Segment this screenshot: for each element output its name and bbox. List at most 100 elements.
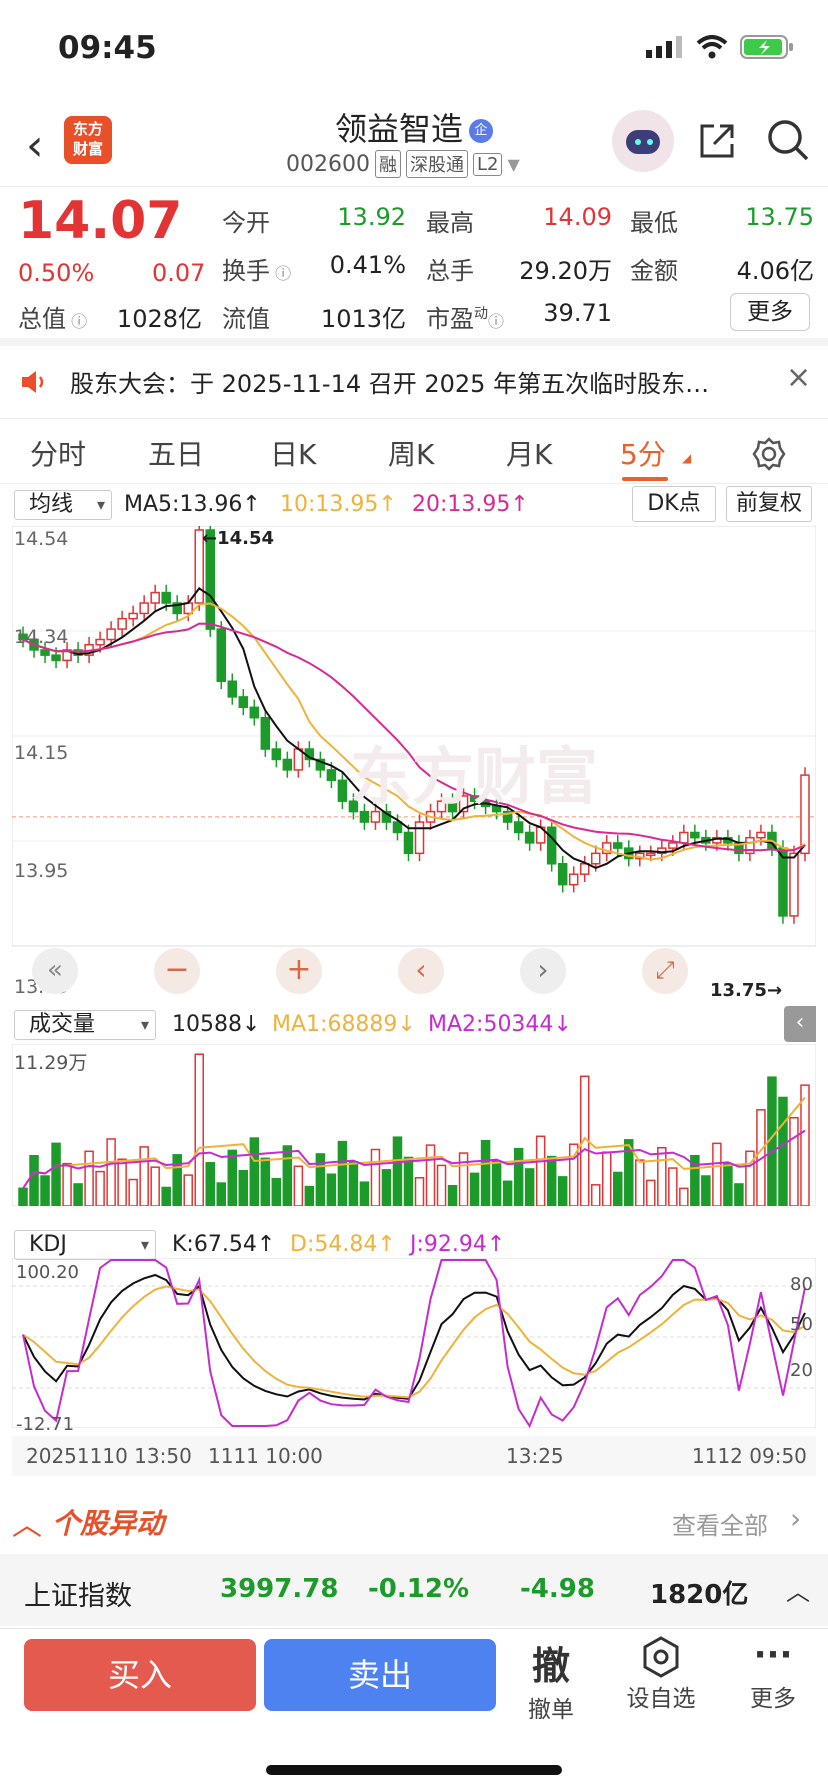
notice-bar[interactable]: 股东大会：于 2025-11-14 召开 2025 年第五次临时股东… × [0, 354, 828, 410]
volume-bar [679, 1187, 689, 1206]
tab-intraday[interactable]: 分时 [30, 438, 87, 471]
volume-chart[interactable] [12, 1044, 816, 1206]
x-label-3: 1112 09:50 [692, 1444, 807, 1468]
kdj-chart[interactable] [12, 1258, 816, 1428]
cancel-order-button[interactable]: 撤 撤单 [506, 1635, 596, 1724]
info-icon[interactable]: ⓘ [270, 264, 292, 283]
ma-selector[interactable]: 均线 [14, 490, 112, 520]
volume-bar [29, 1154, 39, 1206]
y-label-top: 14.54 [14, 528, 69, 550]
tab-daily[interactable]: 日K [270, 438, 317, 471]
more-button[interactable]: ··· 更多 [728, 1635, 818, 1713]
candle-body [139, 602, 149, 615]
chevron-up-icon[interactable]: ︿ [12, 1508, 42, 1543]
volume-bar [227, 1149, 238, 1206]
volume-bar [601, 1151, 612, 1206]
volume-bar [403, 1156, 414, 1206]
volume-bar [62, 1162, 72, 1206]
chevron-right-icon[interactable]: › [790, 1502, 802, 1535]
back-icon[interactable]: ‹ [26, 120, 44, 171]
share-icon[interactable] [698, 122, 736, 160]
volume-bar [337, 1140, 348, 1206]
candle-body [590, 852, 601, 865]
amount-label: 金额 [630, 257, 678, 285]
search-icon[interactable] [766, 118, 810, 162]
volume-bar [701, 1175, 711, 1206]
dk-point-button[interactable]: DK点 [632, 486, 716, 522]
scroll-start-icon[interactable]: « [32, 948, 78, 994]
volume-bar [734, 1183, 744, 1206]
volume-bar [238, 1169, 249, 1206]
kdj-d-line [22, 1285, 806, 1399]
volume-bar [348, 1161, 359, 1206]
tab-5min[interactable]: 5分 [620, 438, 666, 471]
candle-body [260, 716, 271, 750]
kline-chart[interactable] [12, 526, 816, 1488]
zoom-out-icon[interactable]: − [154, 948, 200, 994]
ma10-line [22, 602, 806, 861]
candle-body [403, 831, 414, 855]
view-all-link[interactable]: 查看全部 [672, 1512, 768, 1540]
notice-text: 股东大会：于 2025-11-14 召开 2025 年第五次临时股东… [70, 370, 710, 398]
candle-body [337, 779, 348, 802]
info-icon[interactable]: ⓘ [66, 312, 88, 331]
candle-body [524, 831, 535, 844]
chevron-up-icon[interactable]: ︿ [786, 1578, 810, 1606]
adjust-button[interactable]: 前复权 [726, 486, 812, 522]
vol-ma-line [22, 1096, 806, 1189]
gear-icon[interactable] [752, 437, 786, 471]
sell-button[interactable]: 卖出 [264, 1639, 496, 1711]
volume-selector[interactable]: 成交量 [14, 1010, 156, 1040]
chevron-down-icon[interactable]: ◢ [682, 451, 692, 465]
signal-icon [646, 36, 682, 58]
watchlist-icon [643, 1636, 679, 1678]
tab-monthly[interactable]: 月K [506, 438, 553, 471]
app-logo[interactable]: 东方 财富 [64, 116, 112, 164]
collapse-icon[interactable]: ‹ [784, 1006, 816, 1042]
ma20-line [22, 622, 806, 853]
fullscreen-icon[interactable]: ⤢ [642, 948, 688, 994]
chevron-down-icon[interactable]: ▼ [507, 154, 520, 174]
candle-body [414, 821, 425, 855]
market-cap-label: 总值 ⓘ [18, 305, 88, 333]
candle-body [392, 821, 403, 834]
volume-bar [458, 1152, 469, 1206]
change-percent: 0.50% [18, 259, 95, 287]
stock-name: 领益智造企 [0, 104, 828, 150]
zoom-in-icon[interactable]: + [276, 948, 322, 994]
assistant-robot-icon[interactable] [612, 110, 674, 172]
add-watchlist-button[interactable]: 设自选 [616, 1635, 706, 1713]
more-dots-icon: ··· [753, 1635, 793, 1675]
kdj-j: J:92.94↑ [410, 1232, 506, 1257]
volume-bar [172, 1154, 182, 1206]
stock-header: ‹ 东方 财富 领益智造企 002600 融 深股通 L2 ▼ [0, 100, 828, 186]
change-amount: 0.07 [152, 259, 206, 287]
info-icon[interactable]: ⓘ [488, 312, 505, 331]
candle-body [679, 831, 689, 844]
kdj-selector[interactable]: KDJ [14, 1230, 156, 1260]
kdj-top-label: 100.20 [16, 1262, 79, 1283]
more-quote-button[interactable]: 更多 [730, 293, 810, 331]
scroll-left-icon[interactable]: ‹ [398, 948, 444, 994]
open-value: 13.92 [337, 203, 406, 231]
bottom-action-bar: 买入 卖出 撤 撤单 设自选 ··· 更多 [0, 1628, 828, 1792]
x-axis: 20251110 13:50 1111 10:00 13:25 1112 09:… [12, 1436, 816, 1476]
close-icon[interactable]: × [786, 360, 812, 395]
volume-bar [546, 1155, 557, 1206]
volume-bar [304, 1185, 315, 1206]
index-value: 3997.78 [220, 1574, 339, 1604]
buy-button[interactable]: 买入 [24, 1639, 256, 1711]
home-indicator [266, 1765, 562, 1775]
tab-5day[interactable]: 五日 [148, 438, 205, 471]
candle-body [359, 810, 370, 823]
tab-weekly[interactable]: 周K [388, 438, 435, 471]
index-ticker[interactable]: 上证指数 3997.78 -0.12% -4.98 1820亿 ︿ [0, 1554, 828, 1626]
candle-body [756, 831, 766, 839]
candle-body [172, 602, 182, 615]
candle-body [447, 800, 458, 813]
vol-ma1: MA1:68889↓ [272, 1012, 416, 1037]
candle-body [271, 748, 282, 761]
scroll-right-icon[interactable]: › [520, 948, 566, 994]
stock-alert-row[interactable]: ︿ 个股异动 查看全部 › [0, 1490, 828, 1552]
status-bar: 09:45 [0, 0, 828, 100]
